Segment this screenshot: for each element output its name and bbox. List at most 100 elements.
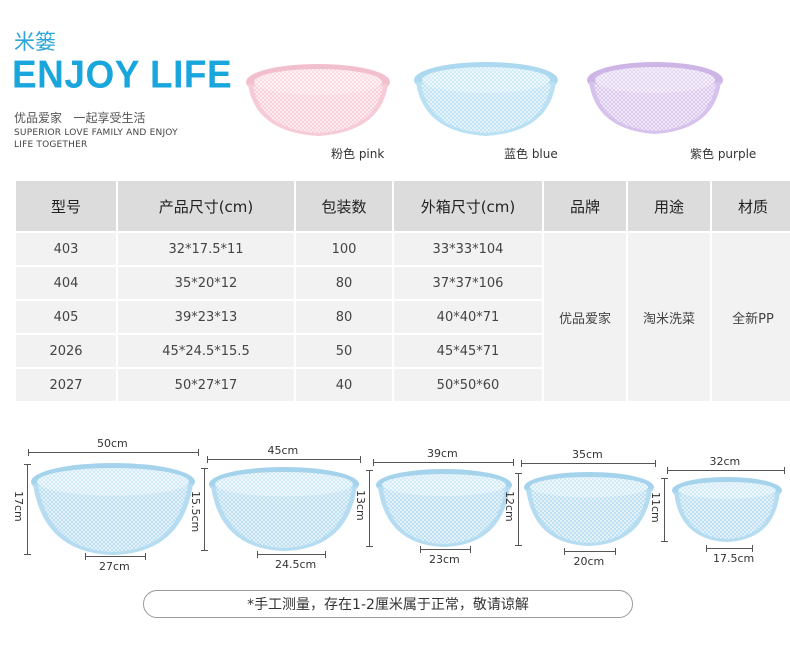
header-pack-qty: 包装数	[296, 181, 392, 231]
table-row: 405 39*23*13 80 40*40*71	[16, 301, 790, 333]
base-label: 20cm	[573, 555, 605, 568]
base-dimension-line	[257, 554, 325, 555]
width-label: 50cm	[97, 437, 128, 450]
size-bowl-image	[524, 472, 654, 546]
dimension-tick	[85, 553, 86, 560]
dimension-tick	[28, 449, 29, 456]
color-label-pink: 粉色 pink	[331, 147, 385, 161]
cell-model: 405	[16, 301, 116, 333]
height-dimension-line	[369, 470, 370, 546]
header-brand: 品牌	[544, 181, 626, 231]
dimension-tick	[366, 546, 373, 547]
dimension-tick	[661, 478, 668, 479]
header-model: 型号	[16, 181, 116, 231]
size-bowl-image	[31, 463, 195, 555]
cell-pack-qty: 80	[296, 301, 392, 333]
dimension-tick	[420, 546, 421, 553]
table-row: 2027 50*27*17 40 50*50*60	[16, 369, 790, 401]
height-label: 15.5cm	[189, 491, 202, 533]
dimension-tick	[564, 548, 565, 555]
cell-brand: 优品爱家	[544, 233, 626, 401]
dimension-tick	[655, 460, 656, 467]
cell-usage: 淘米洗菜	[628, 233, 710, 401]
dimension-tick	[752, 545, 753, 552]
header-carton-size: 外箱尺寸(cm)	[394, 181, 542, 231]
dimension-tick	[615, 548, 616, 555]
cell-pack-qty: 100	[296, 233, 392, 265]
dimension-tick	[257, 551, 258, 558]
height-label: 11cm	[649, 491, 662, 523]
cell-carton-size: 40*40*71	[394, 301, 542, 333]
blue-bowl-image	[414, 62, 558, 136]
size-bowl-image	[209, 467, 359, 551]
dimension-tick	[201, 550, 208, 551]
height-label: 17cm	[12, 491, 25, 522]
color-label-blue: 蓝色 blue	[504, 147, 558, 161]
cell-carton-size: 33*33*104	[394, 233, 542, 265]
width-dimension-line	[207, 459, 360, 460]
page-title: ENJOY LIFE	[12, 53, 233, 97]
cell-model: 403	[16, 233, 116, 265]
dimension-tick	[366, 470, 373, 471]
cell-product-size: 32*17.5*11	[118, 233, 294, 265]
dimension-tick	[198, 449, 199, 456]
dimension-tick	[515, 473, 522, 474]
height-dimension-line	[664, 478, 665, 541]
base-label: 17.5cm	[713, 552, 755, 565]
dimension-tick	[325, 551, 326, 558]
width-label: 39cm	[427, 447, 458, 460]
base-label: 24.5cm	[275, 558, 317, 571]
cell-model: 404	[16, 267, 116, 299]
height-dimension-line	[204, 468, 205, 550]
table-header-row: 型号 产品尺寸(cm) 包装数 外箱尺寸(cm) 品牌 用途 材质	[16, 181, 790, 231]
slogan-chinese: 优品爱家 一起享受生活	[14, 111, 146, 125]
header-material: 材质	[712, 181, 790, 231]
dimension-tick	[145, 553, 146, 560]
size-bowl-image	[672, 477, 782, 542]
cell-product-size: 39*23*13	[118, 301, 294, 333]
dimension-tick	[207, 456, 208, 463]
cell-product-size: 50*27*17	[118, 369, 294, 401]
base-dimension-line	[564, 551, 615, 552]
base-dimension-line	[420, 549, 470, 550]
cell-product-size: 45*24.5*15.5	[118, 335, 294, 367]
width-label: 45cm	[267, 444, 299, 457]
cell-model: 2026	[16, 335, 116, 367]
cell-model: 2027	[16, 369, 116, 401]
purple-bowl-image	[587, 62, 723, 134]
dimension-tick	[667, 467, 668, 474]
cell-carton-size: 50*50*60	[394, 369, 542, 401]
dimension-tick	[521, 460, 522, 467]
measurement-note: *手工测量，存在1-2厘米属于正常，敬请谅解	[143, 590, 633, 618]
base-dimension-line	[706, 548, 752, 549]
base-label: 23cm	[429, 553, 460, 566]
dimension-tick	[24, 554, 31, 555]
dimension-tick	[515, 545, 522, 546]
cell-pack-qty: 50	[296, 335, 392, 367]
dimension-tick	[360, 456, 361, 463]
width-label: 35cm	[572, 448, 603, 461]
size-bowl-image	[376, 469, 512, 547]
slogan-english-line2: LIFE TOGETHER	[14, 140, 88, 150]
height-dimension-line	[27, 464, 28, 554]
dimension-tick	[201, 468, 208, 469]
height-dimension-line	[518, 473, 519, 545]
table-row: 2026 45*24.5*15.5 50 45*45*71	[16, 335, 790, 367]
cell-product-size: 35*20*12	[118, 267, 294, 299]
category-label: 米篓	[14, 30, 56, 54]
pink-bowl-image	[246, 64, 390, 136]
height-label: 13cm	[354, 490, 367, 521]
dimension-tick	[661, 541, 668, 542]
dimension-tick	[24, 464, 31, 465]
height-label: 12cm	[503, 491, 516, 522]
cell-carton-size: 37*37*106	[394, 267, 542, 299]
cell-pack-qty: 40	[296, 369, 392, 401]
header-usage: 用途	[628, 181, 710, 231]
width-label: 32cm	[709, 455, 741, 468]
table-row: 404 35*20*12 80 37*37*106	[16, 267, 790, 299]
slogan-english-line1: SUPERIOR LOVE FAMILY AND ENJOY	[14, 128, 178, 138]
width-dimension-line	[667, 470, 784, 471]
dimension-tick	[513, 459, 514, 466]
cell-material: 全新PP	[712, 233, 790, 401]
width-dimension-line	[28, 452, 198, 453]
